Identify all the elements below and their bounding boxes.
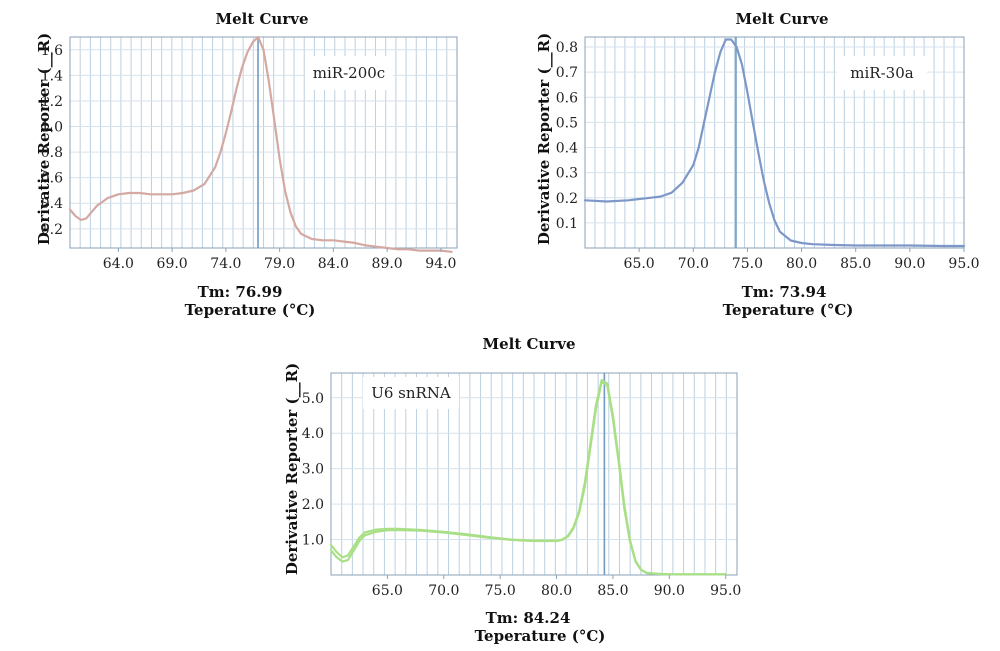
plot-area: miR-200c 64.0 69.0 74.0 79.0 84.0 89.0 94.0 0.2 0… (41, 35, 458, 272)
y-tick-label: 1.0 (302, 533, 324, 549)
chart-title: Melt Curve (735, 10, 829, 28)
tm-label: Tm: 73.94 (741, 283, 827, 301)
sample-label: miR-200c (313, 64, 385, 82)
melt-curve-line-0 (68, 35, 453, 253)
y-tick-label: 1.6 (41, 43, 63, 59)
x-tick-label: 70.0 (428, 583, 459, 599)
grid-lines (70, 37, 457, 248)
x-tick-label: 94.0 (425, 256, 456, 272)
y-tick-label: 3.0 (302, 462, 324, 478)
sample-label-box: U6 snRNA (363, 377, 459, 409)
sample-label-background (363, 377, 459, 409)
plot-frame (584, 36, 965, 249)
sample-label: miR-30a (850, 64, 913, 82)
x-tick-label: 85.0 (597, 583, 628, 599)
melt-curve-chart-mir-200c: Melt Curve Derivative Reporter (__R) miR… (0, 0, 470, 325)
y-tick-label: 0.5 (556, 115, 578, 131)
y-tick-label: 1.0 (41, 120, 63, 136)
y-tick-label: 2.0 (302, 497, 324, 513)
x-tick-label: 90.0 (654, 583, 685, 599)
plot-area: miR-30a 65.0 70.0 75.0 80.0 85.0 90.0 95.0 0.1 0.… (556, 36, 980, 272)
x-axis-label: Teperature (°C) (474, 627, 606, 645)
y-tick-label: 0.2 (556, 191, 578, 207)
x-tick-label: 80.0 (541, 583, 572, 599)
x-tick-label: 80.0 (786, 256, 817, 272)
y-tick-label: 0.4 (556, 141, 578, 157)
melt-curve-line-0 (329, 379, 727, 576)
chart-title: Melt Curve (482, 335, 576, 353)
chart-title: Melt Curve (215, 10, 309, 28)
plot-frame (330, 372, 738, 576)
x-tick-label: 95.0 (948, 256, 979, 272)
x-tick-label: 79.0 (264, 256, 295, 272)
x-tick-label: 75.0 (732, 256, 763, 272)
sample-label-background (837, 56, 927, 90)
x-tick-label: 84.0 (318, 256, 349, 272)
y-tick-label: 0.6 (556, 90, 578, 106)
y-tick-label: 1.4 (41, 68, 63, 84)
plot-area: U6 snRNA 65.0 70.0 75.0 80.0 85.0 90.0 95.0 1.0 2… (302, 372, 741, 599)
x-tick-label: 74.0 (210, 256, 241, 272)
x-tick-label: 64.0 (103, 256, 134, 272)
x-tick-label: 70.0 (678, 256, 709, 272)
y-tick-label: 0.8 (556, 40, 578, 56)
y-tick-label: 0.2 (41, 222, 63, 238)
y-tick-label: 0.3 (556, 166, 578, 182)
x-tick-label: 69.0 (157, 256, 188, 272)
melt-curve-line-0 (583, 38, 966, 248)
y-tick-label: 0.4 (41, 196, 63, 212)
x-tick-label: 90.0 (894, 256, 925, 272)
y-tick-label: 0.1 (556, 216, 578, 232)
sample-label-box: miR-30a (837, 56, 927, 90)
plot-frame (69, 36, 458, 249)
melt-curve-chart-u6-snrna: Melt Curve Derivative Reporter (__R) U6 … (255, 325, 755, 651)
x-tick-label: 65.0 (372, 583, 403, 599)
y-tick-label: 0.7 (556, 65, 578, 81)
melt-curve-chart-mir-30a: Melt Curve Derivative Reporter (__R) miR… (515, 0, 1000, 325)
y-tick-label: 1.2 (41, 94, 63, 110)
tm-label: Tm: 84.24 (485, 609, 571, 627)
x-tick-label: 65.0 (624, 256, 655, 272)
sample-label-box: miR-200c (305, 56, 393, 90)
x-axis-label: Teperature (°C) (184, 301, 316, 319)
tm-label: Tm: 76.99 (197, 283, 283, 301)
melt-curve-line-1 (329, 380, 727, 576)
y-tick-label: 0.6 (41, 171, 63, 187)
sample-label-background (305, 56, 393, 90)
x-tick-label: 95.0 (710, 583, 741, 599)
y-tick-label: 4.0 (302, 426, 324, 442)
x-tick-label: 89.0 (372, 256, 403, 272)
x-tick-label: 75.0 (485, 583, 516, 599)
sample-label: U6 snRNA (371, 384, 451, 402)
x-tick-label: 85.0 (840, 256, 871, 272)
y-tick-label: 5.0 (302, 391, 324, 407)
x-axis-label: Teperature (°C) (722, 301, 854, 319)
y-tick-label: 0.8 (41, 145, 63, 161)
